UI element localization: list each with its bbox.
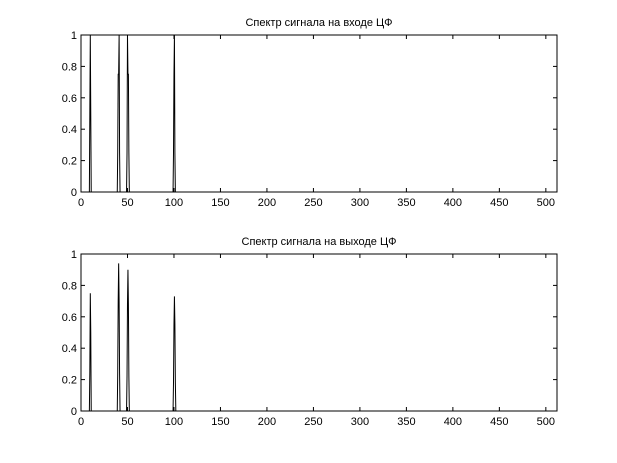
x-tick-label: 250 <box>304 416 322 428</box>
y-tick-label: 0 <box>71 406 77 418</box>
y-tick-label: 0.2 <box>62 375 77 387</box>
x-tick-label: 200 <box>258 416 276 428</box>
x-tick-label: 500 <box>537 416 555 428</box>
x-tick-label: 150 <box>211 416 229 428</box>
x-tick-label: 150 <box>211 197 229 209</box>
y-tick-label: 0.8 <box>62 280 77 292</box>
x-tick-label: 400 <box>444 416 462 428</box>
spectrum-plot-2: Спектр сигнала на выходе ЦФ 0 50 100 150 200 2… <box>62 236 558 428</box>
chart-title: Спектр сигнала на входе ЦФ <box>245 17 392 29</box>
plot-frame <box>80 34 558 193</box>
x-tick-label: 400 <box>444 197 462 209</box>
spectrum-plot-1: Спектр сигнала на входе ЦФ 0 50 100 150 200 25… <box>62 17 558 209</box>
y-tick-label: 0.4 <box>62 124 77 136</box>
x-tick-label: 450 <box>490 416 508 428</box>
x-tick-label: 450 <box>490 197 508 209</box>
x-tick-label: 200 <box>258 197 276 209</box>
y-tick-label: 1 <box>71 249 77 261</box>
x-tick-label: 50 <box>121 197 133 209</box>
plot-frame <box>80 253 558 412</box>
y-tick-label: 0 <box>71 187 77 199</box>
x-tick-label: 350 <box>397 416 415 428</box>
x-tick-label: 50 <box>121 416 133 428</box>
x-tick-label: 100 <box>165 197 183 209</box>
y-tick-label: 0.6 <box>62 312 77 324</box>
x-tick-label: 250 <box>304 197 322 209</box>
y-tick-label: 0.4 <box>62 343 77 355</box>
x-tick-label: 300 <box>351 416 369 428</box>
spectrum-line-1 <box>81 263 557 412</box>
x-tick-label: 0 <box>78 197 84 209</box>
x-tick-label: 500 <box>537 197 555 209</box>
y-tick-label: 0.2 <box>62 156 77 168</box>
x-tick-label: 0 <box>78 416 84 428</box>
spectrum-line-1 <box>81 34 557 193</box>
x-tick-label: 350 <box>397 197 415 209</box>
y-tick-label: 1 <box>71 30 77 42</box>
x-tick-label: 100 <box>165 416 183 428</box>
x-tick-label: 300 <box>351 197 369 209</box>
chart-title: Спектр сигнала на выходе ЦФ <box>242 236 397 248</box>
y-tick-label: 0.6 <box>62 93 77 105</box>
y-tick-label: 0.8 <box>62 61 77 73</box>
